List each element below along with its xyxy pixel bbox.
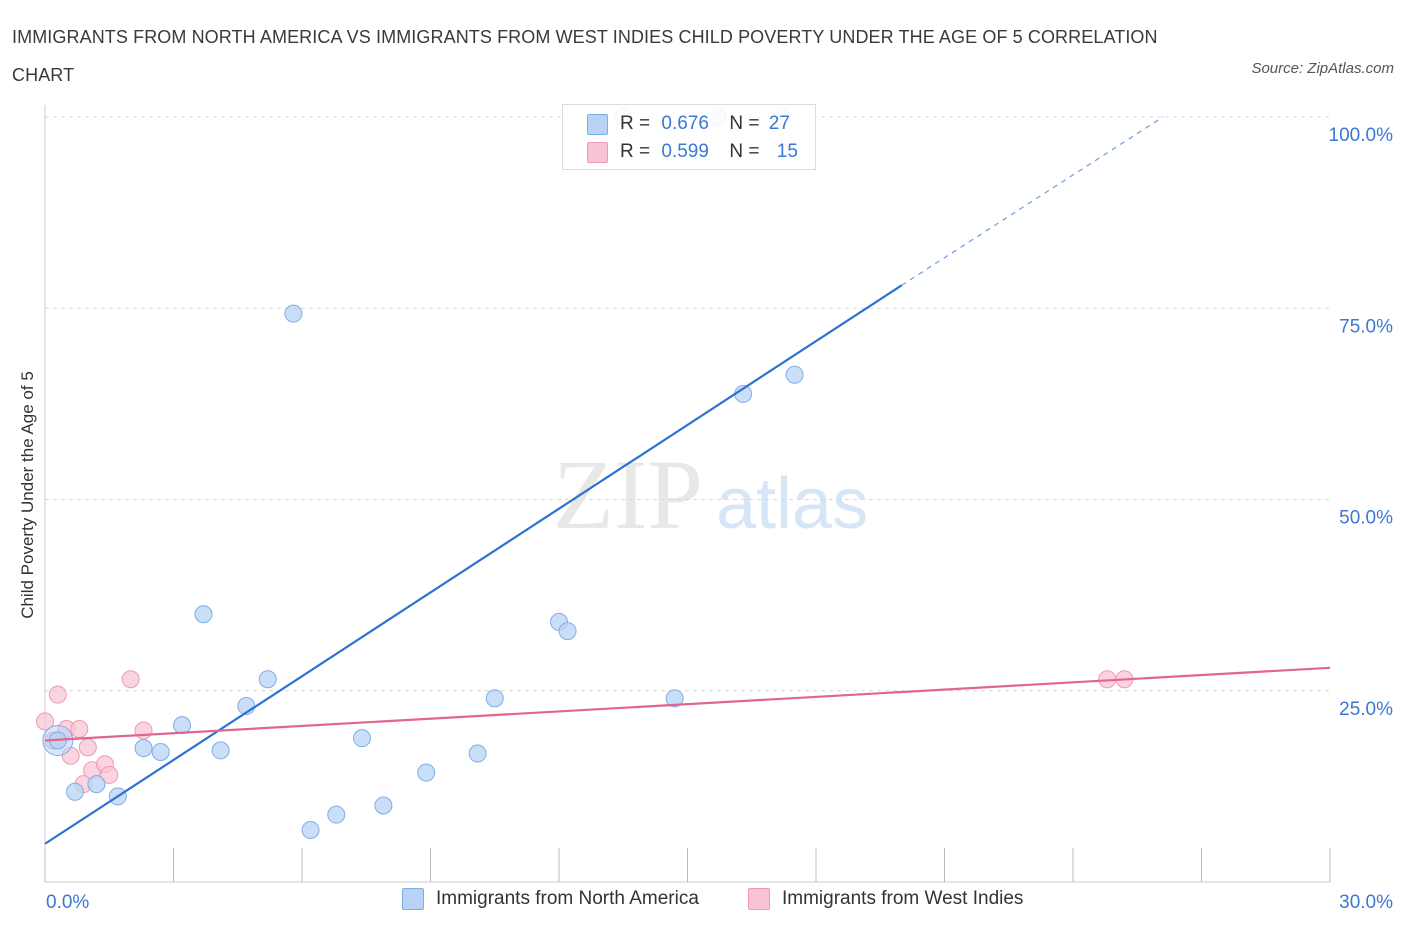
legend-row-north-america: R = 0.676 N = 27 bbox=[587, 112, 790, 136]
series-legend: Immigrants from North America Immigrants… bbox=[0, 888, 1406, 916]
data-point-north-america bbox=[194, 605, 213, 624]
legend-swatch-pink bbox=[748, 888, 770, 910]
y-tick-label: 25.0% bbox=[1339, 699, 1393, 720]
watermark: ZIP atlas bbox=[553, 439, 868, 550]
legend-label: Immigrants from West Indies bbox=[782, 888, 1024, 909]
data-point-north-america bbox=[485, 689, 504, 708]
trend-line-west-indies bbox=[44, 666, 1331, 742]
x-tick-label: 0.0% bbox=[46, 892, 89, 913]
data-point-west-indies bbox=[121, 670, 140, 689]
data-point-north-america bbox=[151, 742, 170, 761]
legend-n-value: 27 bbox=[768, 113, 790, 134]
y-tick-label: 75.0% bbox=[1339, 316, 1393, 337]
data-point-north-america bbox=[352, 729, 371, 748]
data-point-west-indies bbox=[78, 738, 97, 757]
legend-swatch-blue bbox=[402, 888, 424, 910]
source-label: Source: ZipAtlas.com bbox=[1251, 60, 1394, 77]
legend-r-value: 0.599 bbox=[661, 141, 709, 162]
data-point-west-indies bbox=[36, 712, 54, 731]
y-tick-label: 50.0% bbox=[1339, 508, 1393, 529]
data-point-north-america bbox=[284, 304, 303, 323]
trend-line-north-america bbox=[44, 284, 903, 845]
legend-row-west-indies: R = 0.599 N = 15 bbox=[587, 140, 798, 164]
data-point-north-america bbox=[374, 796, 393, 815]
data-point-north-america bbox=[87, 775, 106, 794]
x-tick-label: 30.0% bbox=[1339, 892, 1393, 913]
data-point-north-america bbox=[211, 741, 230, 760]
trend-line-north-america-extension bbox=[901, 116, 1164, 286]
legend-item-west-indies: Immigrants from West Indies bbox=[748, 888, 1023, 910]
chart-title: IMMIGRANTS FROM NORTH AMERICA VS IMMIGRA… bbox=[12, 27, 1158, 85]
legend-label: Immigrants from North America bbox=[436, 888, 699, 909]
legend-r-value: 0.676 bbox=[661, 113, 709, 134]
data-point-west-indies bbox=[100, 765, 119, 784]
legend-swatch-blue bbox=[587, 113, 608, 135]
legend-r-label: R = bbox=[620, 113, 651, 134]
data-point-west-indies bbox=[70, 720, 89, 738]
data-point-west-indies bbox=[134, 721, 153, 740]
data-point-north-america bbox=[134, 739, 153, 758]
y-tick-label: 100.0% bbox=[1329, 125, 1394, 146]
data-point-north-america bbox=[558, 622, 577, 641]
watermark-zip: ZIP bbox=[553, 439, 703, 550]
data-point-west-indies bbox=[48, 685, 67, 704]
data-point-north-america bbox=[327, 805, 346, 824]
legend-n-value: 15 bbox=[776, 141, 798, 162]
legend-r-label: R = bbox=[620, 141, 651, 162]
correlation-legend: R = 0.676 N = 27 R = 0.599 N = 15 bbox=[562, 104, 816, 170]
data-point-north-america bbox=[417, 763, 436, 782]
axes bbox=[44, 105, 1331, 883]
legend-item-north-america: Immigrants from North America bbox=[402, 888, 699, 910]
data-point-north-america bbox=[301, 820, 320, 839]
data-point-north-america bbox=[785, 365, 804, 384]
watermark-atlas: atlas bbox=[716, 464, 868, 544]
data-point-north-america bbox=[665, 689, 684, 708]
legend-swatch-pink bbox=[587, 141, 608, 163]
legend-n-label: N = bbox=[729, 141, 760, 162]
grid bbox=[45, 116, 1330, 692]
legend-n-label: N = bbox=[729, 113, 760, 134]
data-point-north-america bbox=[258, 670, 277, 689]
tick-labels: 25.0% 50.0% 75.0% 100.0% 0.0% 30.0% bbox=[46, 125, 1393, 913]
trend-lines bbox=[44, 116, 1331, 845]
data-point-north-america bbox=[65, 782, 84, 801]
data-point-north-america bbox=[173, 716, 192, 735]
data-point-north-america bbox=[468, 744, 487, 763]
